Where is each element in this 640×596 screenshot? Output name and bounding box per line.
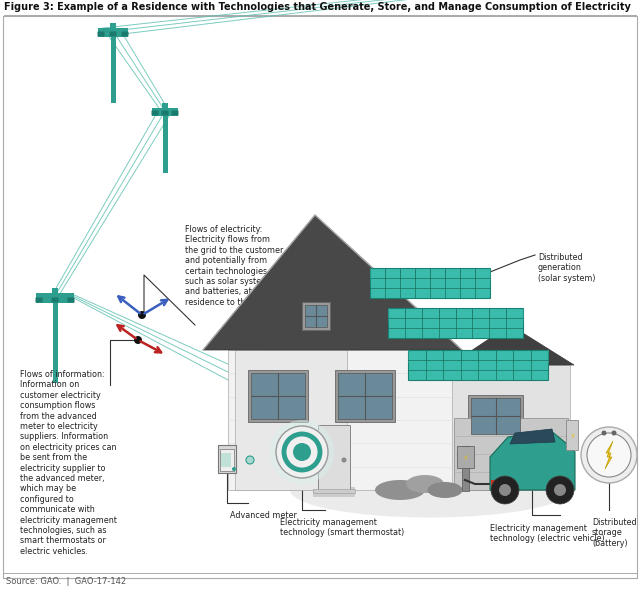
FancyBboxPatch shape: [51, 297, 58, 303]
Circle shape: [270, 420, 334, 484]
Circle shape: [611, 430, 616, 436]
Polygon shape: [490, 430, 575, 490]
FancyBboxPatch shape: [228, 350, 455, 490]
FancyBboxPatch shape: [302, 302, 330, 330]
FancyBboxPatch shape: [161, 110, 168, 116]
FancyBboxPatch shape: [111, 28, 115, 103]
FancyBboxPatch shape: [370, 268, 490, 298]
FancyBboxPatch shape: [152, 108, 178, 116]
FancyBboxPatch shape: [52, 293, 58, 383]
Circle shape: [276, 426, 328, 478]
Text: Electricity management
technology (smart thermostat): Electricity management technology (smart…: [280, 518, 404, 538]
FancyBboxPatch shape: [163, 108, 168, 173]
FancyBboxPatch shape: [122, 32, 129, 36]
Circle shape: [246, 456, 254, 464]
FancyBboxPatch shape: [67, 297, 74, 303]
Ellipse shape: [406, 475, 444, 493]
FancyBboxPatch shape: [452, 365, 570, 490]
Circle shape: [587, 433, 631, 477]
FancyBboxPatch shape: [52, 288, 58, 293]
FancyBboxPatch shape: [235, 350, 347, 490]
FancyBboxPatch shape: [313, 487, 355, 497]
FancyBboxPatch shape: [97, 32, 104, 36]
FancyBboxPatch shape: [35, 297, 42, 303]
Text: Distributed
storage
(battery): Distributed storage (battery): [592, 518, 637, 548]
Polygon shape: [203, 215, 462, 350]
FancyBboxPatch shape: [218, 445, 236, 473]
Circle shape: [602, 430, 607, 436]
Ellipse shape: [375, 480, 425, 500]
Text: Electricity management
technology (electric vehicle): Electricity management technology (elect…: [490, 524, 605, 544]
Circle shape: [342, 458, 346, 462]
Text: ⚡: ⚡: [462, 454, 468, 462]
FancyBboxPatch shape: [221, 453, 231, 467]
FancyBboxPatch shape: [388, 308, 523, 338]
Text: Figure 3: Example of a Residence with Technologies that Generate, Store, and Man: Figure 3: Example of a Residence with Te…: [4, 2, 631, 12]
FancyBboxPatch shape: [335, 370, 395, 422]
Circle shape: [546, 476, 574, 504]
Text: Flows of electricity:
Electricity flows from
the grid to the customer
and potent: Flows of electricity: Electricity flows …: [185, 225, 284, 307]
Circle shape: [581, 427, 637, 483]
FancyBboxPatch shape: [408, 350, 548, 380]
Circle shape: [232, 467, 236, 471]
Circle shape: [138, 311, 146, 319]
FancyBboxPatch shape: [491, 480, 501, 488]
FancyBboxPatch shape: [110, 23, 116, 28]
FancyBboxPatch shape: [248, 370, 308, 422]
Polygon shape: [270, 295, 360, 350]
Circle shape: [491, 476, 519, 504]
Text: Distributed
generation
(solar system): Distributed generation (solar system): [538, 253, 595, 283]
Polygon shape: [450, 325, 574, 365]
FancyBboxPatch shape: [152, 110, 159, 116]
FancyBboxPatch shape: [251, 373, 305, 419]
FancyBboxPatch shape: [305, 305, 327, 327]
FancyBboxPatch shape: [172, 110, 179, 116]
FancyBboxPatch shape: [566, 420, 578, 450]
Circle shape: [599, 471, 609, 481]
FancyBboxPatch shape: [162, 103, 168, 108]
FancyBboxPatch shape: [468, 395, 523, 437]
FancyBboxPatch shape: [338, 373, 392, 419]
Text: ⚡: ⚡: [569, 432, 575, 440]
FancyBboxPatch shape: [313, 489, 355, 493]
FancyBboxPatch shape: [457, 446, 474, 468]
Circle shape: [499, 484, 511, 496]
Polygon shape: [510, 429, 555, 444]
Ellipse shape: [290, 462, 570, 517]
FancyBboxPatch shape: [454, 418, 568, 490]
FancyBboxPatch shape: [36, 293, 74, 303]
FancyBboxPatch shape: [462, 446, 469, 491]
Text: Source: GAO.  |  GAO-17-142: Source: GAO. | GAO-17-142: [6, 577, 126, 586]
Circle shape: [134, 336, 142, 344]
Text: Flows of information:
Information on
customer electricity
consumption flows
from: Flows of information: Information on cus…: [20, 370, 117, 556]
FancyBboxPatch shape: [318, 425, 350, 490]
FancyBboxPatch shape: [471, 398, 520, 434]
Circle shape: [554, 484, 566, 496]
Ellipse shape: [428, 482, 463, 498]
FancyBboxPatch shape: [220, 449, 234, 471]
Circle shape: [293, 443, 311, 461]
FancyBboxPatch shape: [109, 32, 116, 36]
Polygon shape: [605, 441, 613, 469]
Text: Advanced meter: Advanced meter: [230, 511, 297, 520]
FancyBboxPatch shape: [98, 28, 128, 37]
